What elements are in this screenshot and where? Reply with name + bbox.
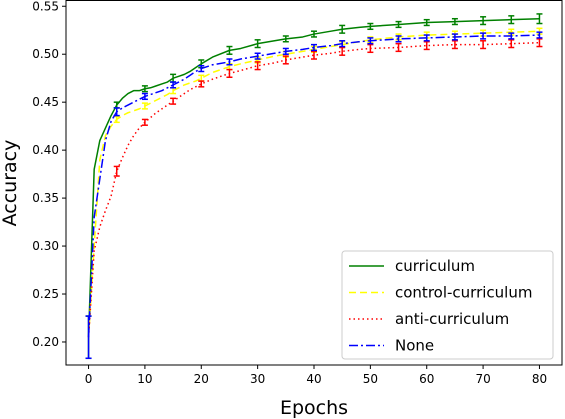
error-bar [282,55,289,65]
error-bar [282,35,289,43]
error-bar [536,31,543,39]
x-tick-label: 70 [475,372,490,386]
error-bar [451,40,458,50]
error-bar [311,43,317,52]
error-bar [282,47,289,55]
legend-label: None [395,337,434,355]
error-bar [170,97,177,105]
error-bar [311,30,317,38]
error-bar [480,32,487,40]
error-bar [226,58,233,66]
y-tick-label: 0.30 [32,239,59,253]
y-tick-label: 0.40 [32,143,59,157]
error-bar [254,52,261,60]
error-bar [536,38,543,48]
error-bar [423,40,430,51]
x-tick-label: 0 [85,372,93,386]
error-bar [311,50,317,60]
series-none [85,31,543,360]
y-tick-label: 0.50 [32,47,59,61]
error-bar [339,24,346,34]
y-tick-label: 0.25 [32,287,59,301]
error-bar [113,165,120,177]
error-bar [508,32,515,40]
x-tick-label: 40 [306,372,321,386]
error-bar [339,46,346,56]
y-tick-label: 0.45 [32,95,59,109]
legend-item: None [349,337,434,355]
error-bar [141,92,148,101]
error-bar [85,315,92,360]
series-line [87,41,540,338]
x-tick-label: 60 [419,372,434,386]
y-tick-label: 0.55 [32,0,59,13]
legend-item: anti-curriculum [349,310,509,328]
legend-label: curriculum [395,257,475,275]
error-bar [423,18,430,27]
error-bar [395,20,402,29]
error-bar [254,39,261,49]
error-bar [198,80,205,88]
error-bar [226,45,233,55]
error-bar [508,15,515,25]
legend-box [341,250,554,360]
series-line [87,30,540,338]
error-bar [367,22,374,31]
x-tick-label: 20 [194,372,209,386]
error-bar [170,81,177,89]
axes-layer: 0 10 20 30 40 50 60 70 80 0.20 0.25 0.30 0.35 0.40 0.4… [32,0,547,386]
legend-item: control-curriculum [349,284,532,302]
error-bar [480,40,487,50]
y-tick-label: 0.35 [32,191,59,205]
legend: curriculum control-curriculum anti-curricu… [341,250,554,360]
error-bar [141,102,148,110]
error-bar [451,17,458,26]
series-line [87,17,540,338]
legend-label: control-curriculum [395,284,532,302]
error-bar [113,107,120,117]
x-tick-label: 10 [137,372,152,386]
error-bar [395,35,402,43]
error-bar [198,64,205,73]
error-bar [254,61,261,71]
legend-label: anti-curriculum [395,310,509,328]
error-bar [508,39,515,49]
error-bar [480,16,487,26]
series-anti-curriculum [87,38,543,338]
x-tick-label: 30 [250,372,265,386]
error-bar [339,40,346,48]
y-tick-label: 0.20 [32,335,59,349]
error-bar [451,33,458,41]
x-tick-label: 50 [363,372,378,386]
y-axis-title: Accuracy [0,140,21,227]
error-bar [367,37,374,45]
series-layer [85,13,543,360]
error-bar [141,118,148,126]
error-bar [395,42,402,53]
x-tick-label: 80 [532,372,547,386]
error-bar [423,34,430,42]
error-bar [367,43,374,54]
error-bar [536,13,543,25]
legend-item: curriculum [349,257,475,275]
x-axis-title: Epochs [280,397,348,419]
error-bar [226,68,233,78]
error-bar [141,85,148,93]
